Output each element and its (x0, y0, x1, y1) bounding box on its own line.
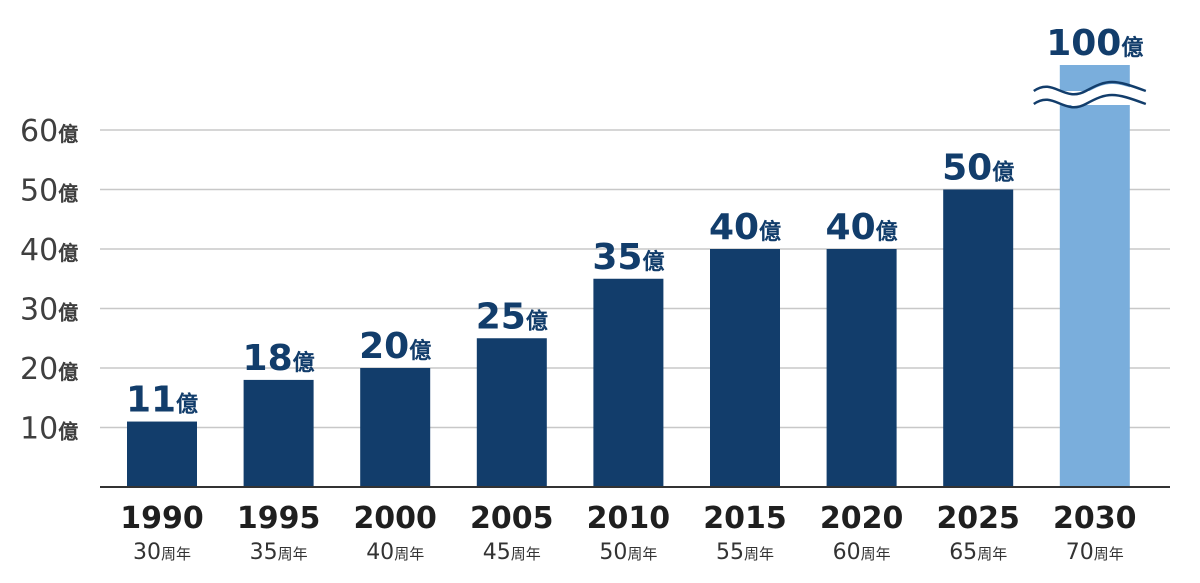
bar (127, 421, 197, 487)
data-label: 50億 (942, 148, 1014, 189)
x-tick-label: 1990 (120, 501, 204, 536)
data-label: 40億 (826, 207, 898, 248)
y-tick-label: 30億 (20, 293, 78, 328)
x-sub-label: 55周年 (716, 540, 774, 565)
bar (243, 379, 314, 487)
y-tick-label: 40億 (20, 233, 78, 268)
x-tick-label: 1995 (237, 501, 321, 536)
x-tick-label: 2010 (587, 501, 671, 536)
bar (476, 338, 547, 487)
y-tick-label: 20億 (20, 352, 78, 387)
x-tick-label: 2030 (1053, 501, 1137, 536)
x-sub-label: 35周年 (250, 540, 308, 565)
x-tick-label: 2020 (820, 501, 904, 536)
y-tick-label: 10億 (20, 412, 78, 447)
x-sub-label: 30周年 (133, 540, 191, 565)
bar (360, 368, 431, 487)
data-label: 11億 (126, 380, 198, 421)
x-sub-label: 45周年 (483, 540, 541, 565)
bar (710, 249, 780, 487)
bar (826, 249, 897, 487)
data-label: 18億 (243, 338, 315, 379)
x-tick-label: 2025 (936, 501, 1020, 536)
x-sub-label: 40周年 (366, 540, 424, 565)
highlight-bar (1059, 65, 1130, 487)
y-tick-label: 50億 (20, 174, 78, 209)
x-tick-label: 2000 (353, 501, 437, 536)
data-label: 20億 (359, 326, 431, 367)
y-tick-label: 60億 (20, 114, 78, 149)
data-label: 35億 (592, 237, 664, 278)
x-sub-label: 70周年 (1066, 540, 1124, 565)
axis-break-line (1033, 80, 1147, 96)
x-tick-label: 2015 (703, 501, 787, 536)
x-sub-label: 65周年 (949, 540, 1007, 565)
axis-break-line (1033, 93, 1147, 109)
x-tick-label: 2005 (470, 501, 554, 536)
bar (593, 278, 664, 487)
x-sub-label: 60周年 (833, 540, 891, 565)
data-label: 40億 (709, 207, 781, 248)
data-label: 25億 (476, 296, 548, 337)
data-label: 100億 (1046, 23, 1143, 64)
bar (943, 189, 1014, 487)
x-sub-label: 50周年 (599, 540, 657, 565)
